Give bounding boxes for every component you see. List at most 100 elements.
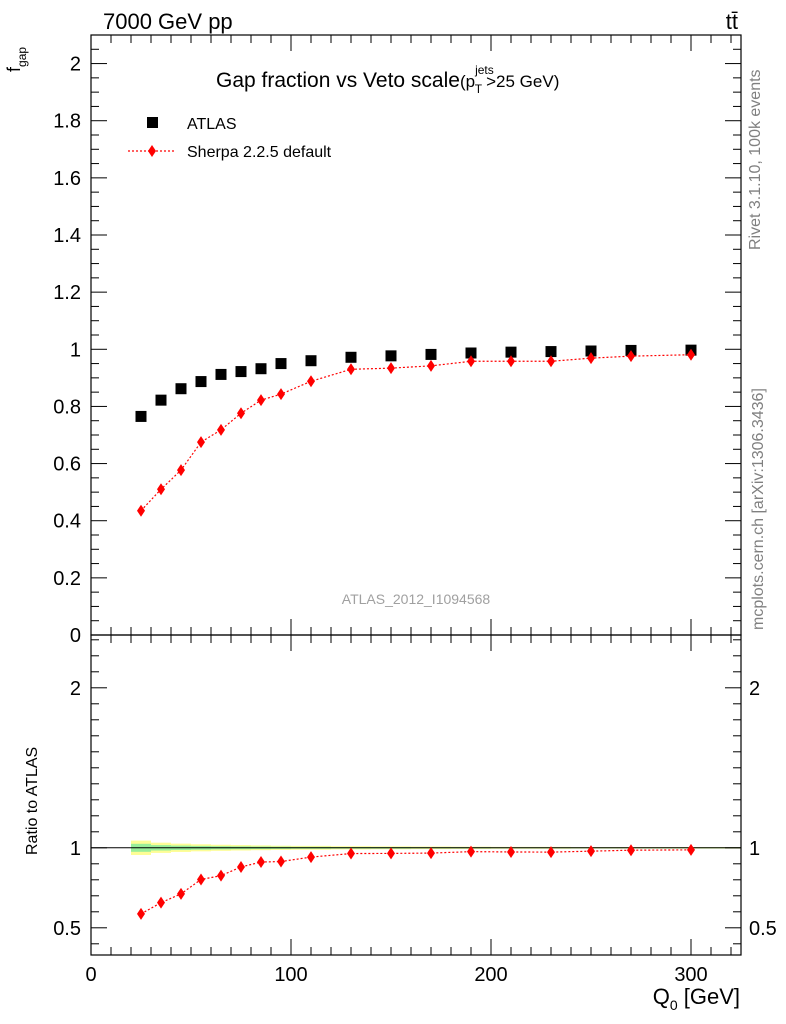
main-y-label: fgap: [4, 47, 29, 72]
data-point-atlas: [545, 346, 557, 358]
data-point-sherpa: [587, 352, 595, 365]
data-point-sherpa: [197, 436, 205, 449]
xlabel-sub: 0: [670, 997, 678, 1013]
ratio-point-sherpa: [217, 869, 225, 882]
ratio-point-sherpa: [627, 844, 635, 857]
x-tick-label: 100: [274, 964, 307, 986]
data-point-atlas: [175, 383, 187, 395]
data-point-atlas: [305, 355, 317, 367]
data-point-atlas: [195, 376, 207, 388]
title-text: Gap fraction vs Veto scale: [216, 69, 460, 92]
ratio-point-sherpa: [257, 856, 265, 869]
data-point-sherpa: [257, 394, 265, 407]
ratio-point-sherpa: [507, 845, 515, 858]
legend-item-sherpa: Sherpa 2.2.5 default: [128, 144, 332, 161]
y-tick-label: 1.4: [53, 225, 81, 247]
ylabel-gap: gap: [15, 47, 29, 67]
data-point-atlas: [505, 346, 517, 358]
title-sup-jets: jets: [474, 63, 494, 77]
ratio-y-tick-label: 2: [70, 678, 81, 700]
title-cut: >25 GeV): [486, 72, 559, 91]
ratio-x-ticks: 0 100 200 300: [85, 635, 732, 986]
rivet-label: Rivet 3.1.10, 100k events: [747, 69, 764, 250]
x-tick-label: 300: [674, 964, 707, 986]
ratio-point-sherpa: [277, 855, 285, 868]
ratio-series-line: [140, 849, 692, 915]
analysis-label: ATLAS_2012_I1094568: [342, 591, 491, 607]
x-tick-label: 200: [474, 964, 507, 986]
title-sub-t: T: [475, 82, 483, 96]
ratio-point-sherpa: [467, 845, 475, 858]
legend: ATLAS Sherpa 2.2.5 default: [128, 116, 332, 161]
data-point-atlas: [425, 348, 437, 360]
data-point-atlas: [385, 350, 397, 362]
title-paren-pt: (p: [460, 72, 475, 91]
ratio-y-ticks: 0.5 0.5 1 1 2 2: [53, 639, 777, 945]
y-tick-label: 0.4: [53, 511, 81, 533]
y-tick-label: 2: [70, 54, 81, 76]
y-tick-label: 0.2: [53, 568, 81, 590]
data-point-atlas: [585, 345, 597, 357]
ratio-point-sherpa: [547, 846, 555, 859]
ratio-point-sherpa: [157, 896, 165, 909]
legend-marker-atlas: [147, 117, 158, 128]
ratio-point-sherpa: [137, 907, 145, 920]
y-tick-label: 1.8: [53, 111, 81, 133]
ratio-point-sherpa: [177, 887, 185, 900]
ratio-panel: 0 100 200 300 0.5 0.5 1 1 2 2 Ratio to ATLAS Q0 …: [24, 634, 777, 1013]
legend-marker-sherpa: [148, 145, 156, 157]
mcplots-label: mcplots.cern.ch [arXiv:1306.3436]: [750, 388, 767, 630]
main-data: [135, 344, 697, 517]
legend-label-sherpa: Sherpa 2.2.5 default: [187, 144, 332, 161]
ratio-point-sherpa: [307, 851, 315, 864]
y-tick-label: 0: [70, 625, 81, 647]
data-point-sherpa: [427, 359, 435, 372]
data-point-sherpa: [467, 355, 475, 368]
data-point-sherpa: [307, 375, 315, 388]
ratio-y-tick-label-right: 1: [749, 838, 760, 860]
x-tick-label: 0: [85, 964, 96, 986]
data-point-sherpa: [387, 362, 395, 375]
data-point-sherpa: [507, 355, 515, 368]
y-tick-label: 0.8: [53, 396, 81, 418]
data-point-atlas: [215, 368, 227, 380]
main-x-ticks: [90, 35, 732, 635]
data-point-sherpa: [237, 407, 245, 420]
ratio-y-tick-label-right: 2: [749, 678, 760, 700]
data-point-atlas: [135, 410, 147, 422]
ratio-point-sherpa: [197, 873, 205, 886]
ratio-point-sherpa: [587, 845, 595, 858]
data-point-atlas: [255, 363, 267, 375]
xlabel-q: Q: [653, 984, 670, 1009]
ratio-data: [137, 843, 695, 920]
data-point-sherpa: [277, 388, 285, 401]
ratio-point-sherpa: [387, 847, 395, 860]
data-point-atlas: [155, 394, 167, 406]
ratio-y-label: Ratio to ATLAS: [24, 747, 41, 855]
ratio-y-tick-label: 0.5: [53, 918, 81, 940]
ratio-point-sherpa: [347, 847, 355, 860]
ratio-point-sherpa: [427, 847, 435, 860]
data-point-sherpa: [217, 423, 225, 436]
main-panel: 0 0.2 0.4 0.6 0.8 1 1.2 1.4 1.6 1.8 2 Gap fraction…: [4, 34, 742, 647]
main-y-ticks: 0 0.2 0.4 0.6 0.8 1 1.2 1.4 1.6 1.8 2: [53, 34, 741, 647]
data-point-atlas: [345, 351, 357, 363]
series-line-sherpa: [140, 354, 692, 512]
ylabel-f: f: [4, 66, 24, 72]
data-point-sherpa: [137, 504, 145, 517]
data-point-atlas: [235, 366, 247, 378]
ratio-point-sherpa: [687, 843, 695, 856]
y-tick-label: 1.2: [53, 282, 81, 304]
ratio-y-tick-label: 1: [70, 838, 81, 860]
ratio-point-sherpa: [237, 861, 245, 873]
legend-label-atlas: ATLAS: [187, 116, 237, 133]
ratio-y-tick-label-right: 0.5: [749, 918, 777, 940]
data-point-sherpa: [177, 464, 185, 477]
ratio-frame: [90, 634, 742, 956]
data-point-sherpa: [157, 483, 165, 496]
data-point-sherpa: [547, 355, 555, 368]
xlabel-unit: [GeV]: [678, 984, 740, 1009]
data-point-sherpa: [687, 348, 695, 361]
x-axis-label: Q0 [GeV]: [653, 984, 740, 1013]
